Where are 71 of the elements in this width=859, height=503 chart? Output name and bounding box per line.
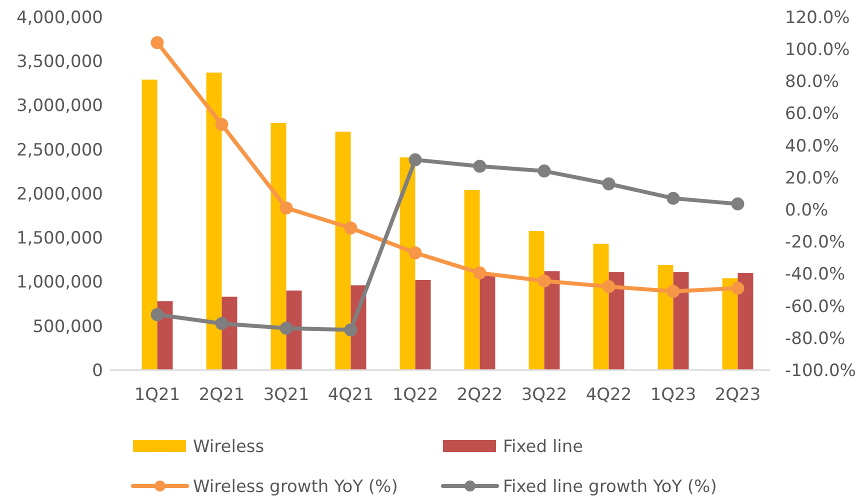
point <box>280 201 293 214</box>
y-tick-label: 4,000,000 <box>16 8 103 28</box>
bar <box>658 264 674 370</box>
point <box>538 274 551 288</box>
bar <box>528 231 544 370</box>
x-tick-label: 4Q22 <box>586 385 632 405</box>
x-tick-label: 2Q23 <box>714 385 761 405</box>
point <box>538 164 551 178</box>
point <box>215 118 228 132</box>
x-tick-label: 1Q21 <box>134 385 180 405</box>
point <box>408 153 422 166</box>
y2-tick-label: 100.0% <box>785 40 850 60</box>
y2-tick-label: 80.0% <box>785 72 840 92</box>
y-tick-label: 2,000,000 <box>16 184 103 204</box>
bar <box>464 190 480 370</box>
y-tick-label: 1,000,000 <box>16 272 103 293</box>
bar <box>480 274 496 370</box>
y2-tick-label: -80.0% <box>785 328 846 349</box>
x-tick-label: 1Q23 <box>650 385 696 405</box>
y2-tick-label: -100.0% <box>785 360 856 381</box>
legend-label: Fixed line growth YoY (%) <box>503 476 717 497</box>
y2-tick-label: -40.0% <box>785 264 846 285</box>
bar <box>400 157 416 370</box>
y-tick-label: 3,000,000 <box>16 96 103 116</box>
bar <box>206 72 222 370</box>
point <box>602 177 616 190</box>
y2-tick-label: 40.0% <box>785 136 840 156</box>
bar <box>593 244 609 370</box>
x-tick-label: 4Q21 <box>328 385 374 405</box>
point <box>344 222 358 234</box>
legend-label: Fixed line <box>503 436 584 457</box>
point <box>666 192 680 205</box>
legend-label: Wireless growth YoY (%) <box>193 476 398 497</box>
point <box>602 280 616 294</box>
bar <box>142 80 158 370</box>
x-tick-label: 1Q22 <box>392 385 438 405</box>
point <box>215 316 228 330</box>
point <box>344 323 358 336</box>
y2-tick-label: 60.0% <box>785 104 840 124</box>
point <box>473 160 486 173</box>
point <box>408 246 422 260</box>
point <box>731 282 744 295</box>
x-tick-label: 3Q21 <box>263 385 310 405</box>
bar <box>673 272 689 370</box>
y-tick-label: 500,000 <box>32 316 103 337</box>
point <box>280 322 293 335</box>
legend-label: Wireless <box>193 436 264 457</box>
point <box>150 308 164 322</box>
y-tick-label: 3,500,000 <box>16 52 103 72</box>
bar <box>544 271 560 370</box>
point <box>666 284 680 298</box>
bar <box>270 122 286 370</box>
y2-tick-label: -20.0% <box>785 232 846 253</box>
bar <box>722 278 738 370</box>
x-tick-label: 3Q22 <box>521 385 568 405</box>
bar <box>738 272 754 370</box>
point <box>731 197 744 210</box>
y-tick-label: 2,500,000 <box>16 140 103 160</box>
bar <box>415 280 431 370</box>
y2-tick-label: 0.0% <box>785 200 828 220</box>
y2-tick-label: 120.0% <box>785 8 850 28</box>
point <box>473 266 486 280</box>
bar <box>335 132 351 370</box>
y2-tick-label: 20.0% <box>785 168 840 188</box>
y-tick-label: 1,500,000 <box>16 228 103 249</box>
y2-tick-label: -60.0% <box>785 296 846 317</box>
bar <box>608 272 624 370</box>
y-tick-label: 0 <box>92 360 103 381</box>
x-tick-label: 2Q21 <box>198 385 245 405</box>
x-tick-label: 2Q22 <box>456 385 503 405</box>
point <box>150 36 164 50</box>
